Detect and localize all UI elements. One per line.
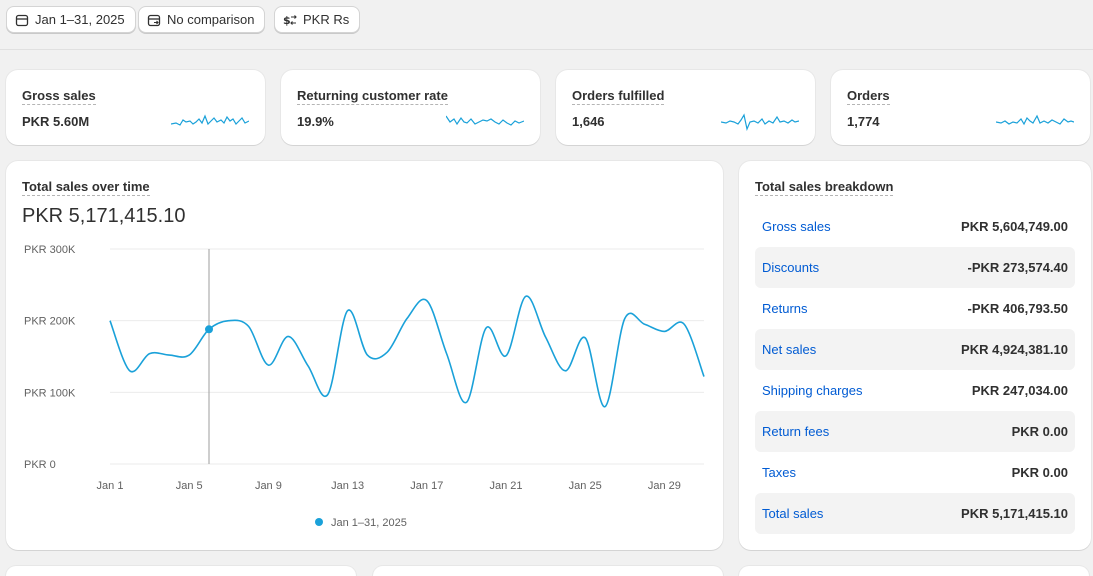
x-tick-label: Jan 29 [648, 480, 681, 492]
breakdown-title[interactable]: Total sales breakdown [755, 179, 894, 196]
kpi-title: Gross sales [22, 88, 96, 105]
x-tick-label: Jan 25 [569, 480, 602, 492]
currency-exchange-icon: $ [283, 14, 297, 27]
kpi-value: 1,646 [572, 114, 605, 129]
breakdown-value: PKR 247,034.00 [971, 383, 1068, 398]
breakdown-label[interactable]: Gross sales [762, 219, 831, 234]
breakdown-label[interactable]: Returns [762, 301, 808, 316]
legend-marker [315, 518, 323, 526]
svg-text:$: $ [283, 14, 291, 27]
breakdown-label[interactable]: Net sales [762, 342, 817, 357]
y-tick-label: PKR 300K [24, 244, 76, 256]
x-tick-label: Jan 1 [97, 480, 124, 492]
breakdown-label[interactable]: Shipping charges [762, 383, 863, 398]
sparkline [171, 114, 249, 126]
kpi-value: 1,774 [847, 114, 880, 129]
y-tick-label: PKR 100K [24, 387, 76, 399]
x-tick-label: Jan 21 [489, 480, 522, 492]
breakdown-row-discounts: Discounts -PKR 273,574.40 [755, 247, 1075, 288]
y-tick-label: PKR 0 [24, 459, 56, 471]
sales-line-chart[interactable]: PKR 300K PKR 200K PKR 100K PKR 0 Jan 1 Jan 5 J… [6, 161, 723, 550]
x-tick-label: Jan 5 [176, 480, 203, 492]
breakdown-value: PKR 0.00 [1011, 424, 1068, 439]
highlight-point [205, 325, 213, 334]
breakdown-row-taxes: Taxes PKR 0.00 [755, 452, 1075, 493]
kpi-card-returning-customer-rate[interactable]: Returning customer rate 19.9% [281, 70, 540, 145]
next-card-2 [373, 566, 723, 576]
kpi-card-orders-fulfilled[interactable]: Orders fulfilled 1,646 [556, 70, 815, 145]
breakdown-row-shipping-charges: Shipping charges PKR 247,034.00 [755, 370, 1075, 411]
kpi-card-gross-sales[interactable]: Gross sales PKR 5.60M [6, 70, 265, 145]
kpi-title: Returning customer rate [297, 88, 448, 105]
breakdown-row-total-sales: Total sales PKR 5,171,415.10 [755, 493, 1075, 534]
series-line [109, 295, 705, 408]
breakdown-value: PKR 5,171,415.10 [961, 506, 1068, 521]
comparison-button[interactable]: No comparison [138, 6, 266, 33]
breakdown-value: PKR 5,604,749.00 [961, 219, 1068, 234]
next-card-1 [6, 566, 356, 576]
breakdown-row-returns: Returns -PKR 406,793.50 [755, 288, 1075, 329]
x-tick-label: Jan 17 [410, 480, 443, 492]
sparkline [446, 115, 524, 126]
breakdown-value: PKR 0.00 [1011, 465, 1068, 480]
calendar-icon [15, 14, 29, 26]
breakdown-row-gross-sales: Gross sales PKR 5,604,749.00 [755, 206, 1075, 247]
sales-breakdown-card: Total sales breakdown Gross sales PKR 5,… [739, 161, 1091, 550]
breakdown-label[interactable]: Total sales [762, 506, 824, 521]
kpi-value: PKR 5.60M [22, 114, 90, 129]
sales-over-time-card: Total sales over time PKR 5,171,415.10 P… [6, 161, 723, 550]
breakdown-label[interactable]: Taxes [762, 465, 796, 480]
breakdown-value: PKR 4,924,381.10 [961, 342, 1068, 357]
kpi-value: 19.9% [297, 114, 334, 129]
x-tick-label: Jan 13 [331, 480, 364, 492]
currency-button[interactable]: $ PKR Rs [274, 6, 361, 33]
breakdown-row-net-sales: Net sales PKR 4,924,381.10 [755, 329, 1075, 370]
sparkline [721, 113, 799, 131]
next-card-3 [739, 566, 1089, 576]
calendar-compare-icon [147, 14, 161, 26]
y-tick-label: PKR 200K [24, 316, 76, 328]
kpi-card-orders[interactable]: Orders 1,774 [831, 70, 1090, 145]
date-range-label: Jan 1–31, 2025 [35, 12, 125, 27]
total-sales-value: PKR 5,171,415.10 [22, 205, 186, 227]
date-range-button[interactable]: Jan 1–31, 2025 [6, 6, 136, 33]
legend-label: Jan 1–31, 2025 [331, 517, 407, 529]
chart-section-title[interactable]: Total sales over time [22, 179, 150, 196]
x-tick-label: Jan 9 [255, 480, 282, 492]
comparison-label: No comparison [167, 12, 255, 27]
breakdown-label[interactable]: Discounts [762, 260, 820, 275]
toolbar: Jan 1–31, 2025 No comparison $ PKR Rs [0, 0, 1093, 50]
breakdown-value: -PKR 406,793.50 [967, 301, 1068, 316]
kpi-title: Orders [847, 88, 890, 105]
kpi-title: Orders fulfilled [572, 88, 665, 105]
breakdown-row-return-fees: Return fees PKR 0.00 [755, 411, 1075, 452]
breakdown-label[interactable]: Return fees [762, 424, 830, 439]
sparkline [996, 114, 1074, 126]
currency-label: PKR Rs [303, 12, 350, 27]
breakdown-value: -PKR 273,574.40 [967, 260, 1068, 275]
